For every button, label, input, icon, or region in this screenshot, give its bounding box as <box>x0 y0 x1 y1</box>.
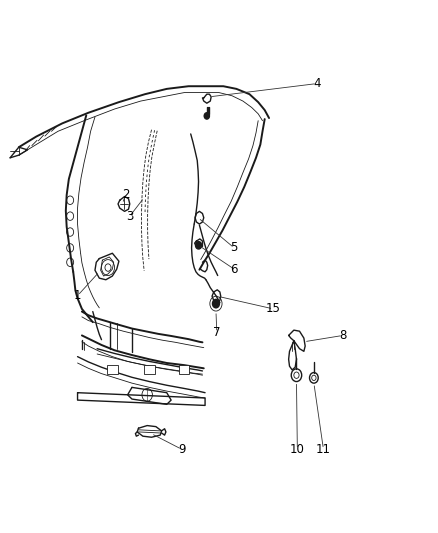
FancyBboxPatch shape <box>144 365 155 374</box>
Text: 15: 15 <box>266 302 281 316</box>
Text: 7: 7 <box>213 326 221 340</box>
Text: 6: 6 <box>230 263 238 276</box>
Text: 11: 11 <box>316 443 331 456</box>
Text: 8: 8 <box>339 329 347 342</box>
Text: 9: 9 <box>178 443 186 456</box>
Text: 4: 4 <box>313 77 321 90</box>
Text: 2: 2 <box>122 189 129 201</box>
Text: 5: 5 <box>230 241 238 254</box>
FancyBboxPatch shape <box>107 365 117 374</box>
Text: 10: 10 <box>290 443 305 456</box>
Circle shape <box>212 300 219 308</box>
Text: 1: 1 <box>74 289 81 302</box>
Circle shape <box>204 113 209 119</box>
Circle shape <box>195 241 201 249</box>
Text: 3: 3 <box>126 209 134 223</box>
FancyBboxPatch shape <box>179 365 189 374</box>
